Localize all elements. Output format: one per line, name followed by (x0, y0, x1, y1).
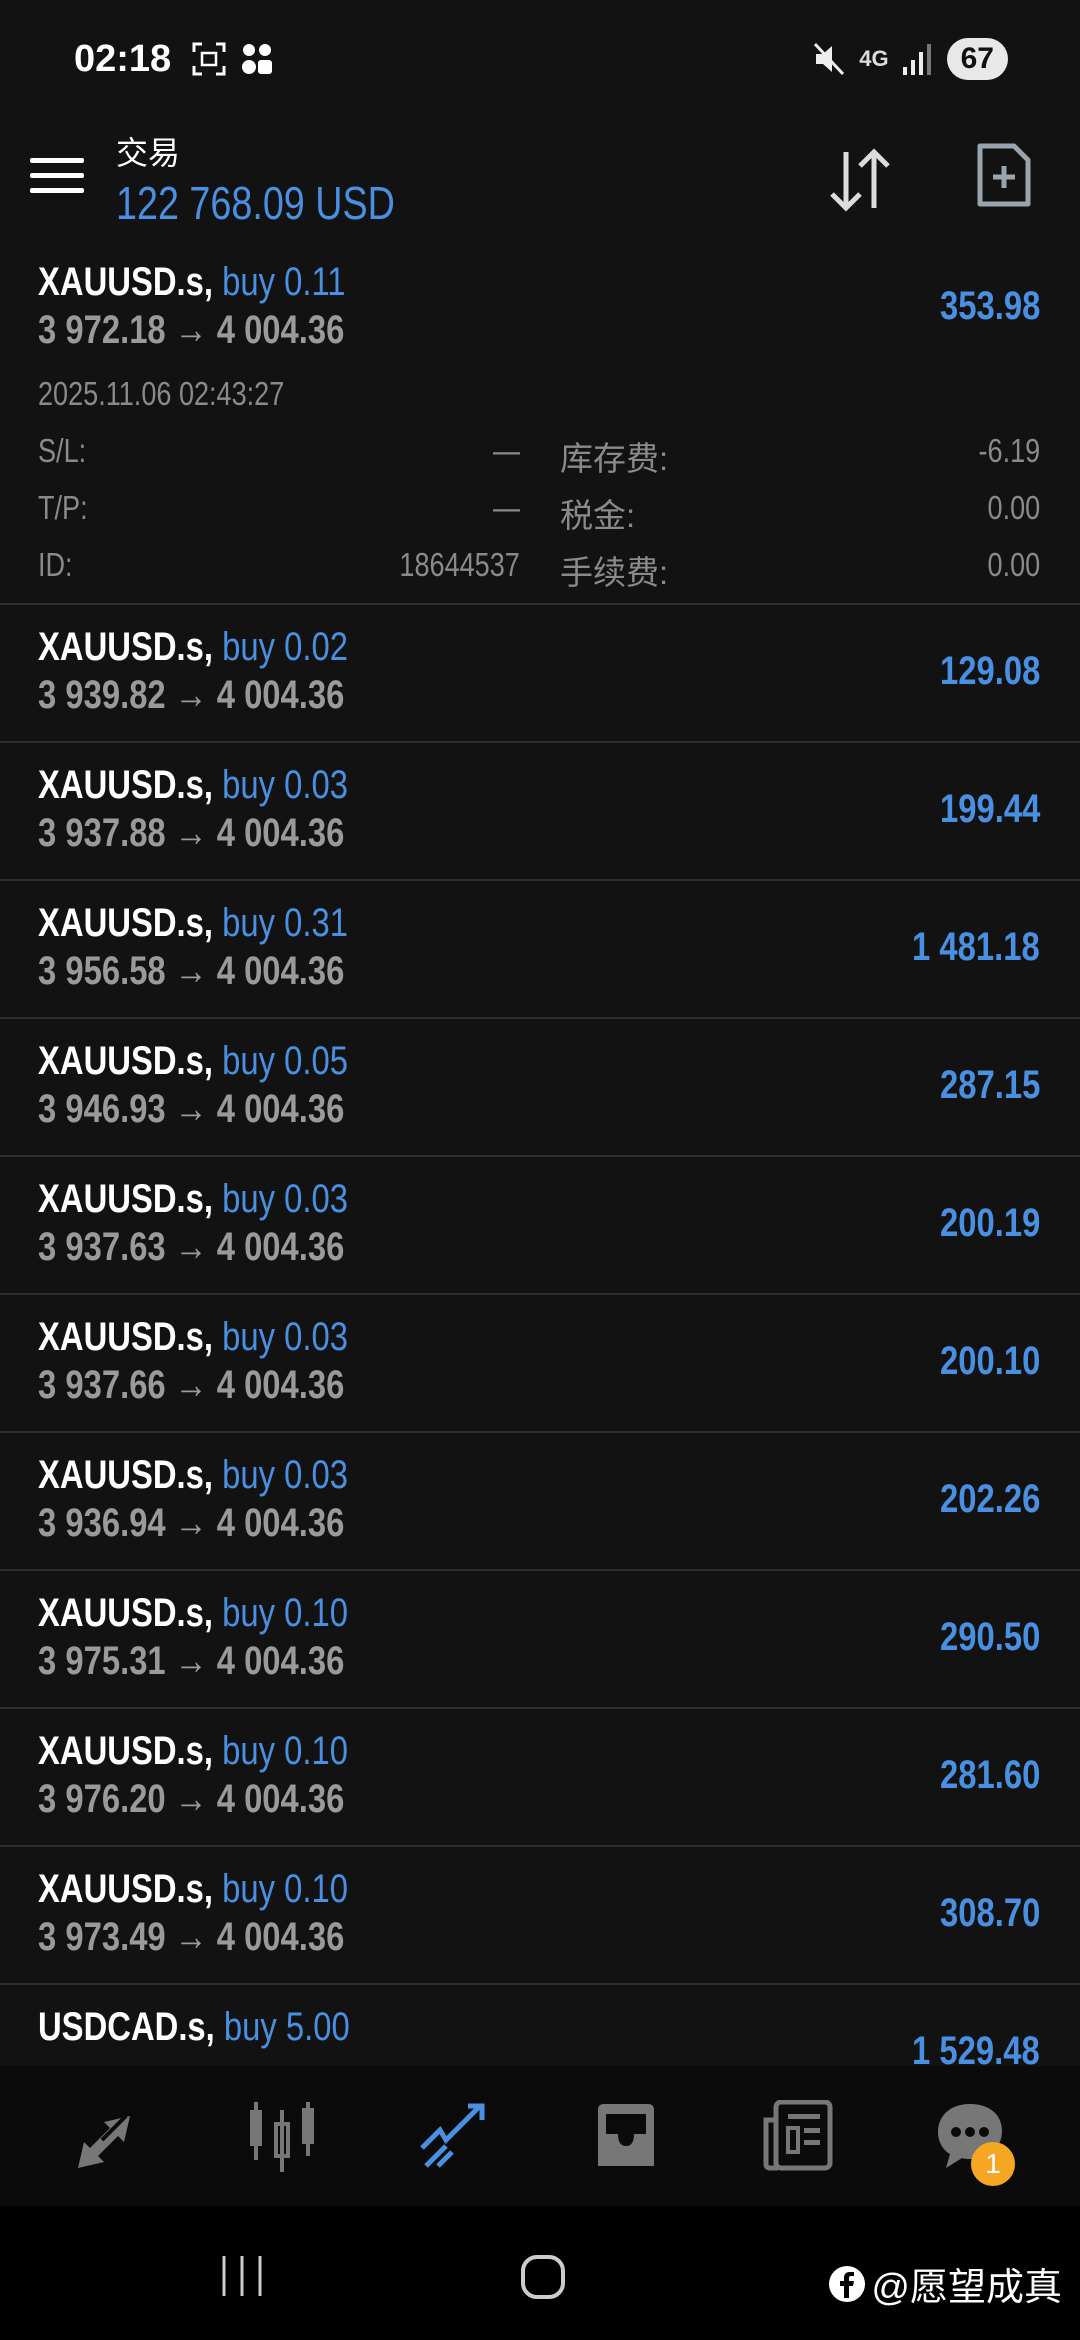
position-prices: 3 973.49 → 4 004.36 (38, 1915, 345, 1959)
profit-value: 1 481.18 (912, 925, 1040, 969)
profit-value: 199.44 (939, 787, 1040, 831)
position-row[interactable]: XAUUSD.s, buy 0.03 3 937.66 → 4 004.36 2… (0, 1295, 1080, 1433)
mute-icon (814, 42, 845, 76)
status-bar: 02:18 4G 67 (0, 0, 1080, 120)
position-symbol: XAUUSD.s, buy 0.31 (38, 901, 348, 945)
profit-value: 1 529.48 (912, 2029, 1040, 2073)
facebook-icon (829, 2265, 866, 2302)
position-symbol: XAUUSD.s, buy 0.10 (38, 1729, 348, 1773)
position-symbol: XAUUSD.s, buy 0.03 (38, 1315, 348, 1359)
position-prices: 3 936.94 → 4 004.36 (38, 1501, 345, 1545)
system-navigation: @愿望成真 (0, 2206, 1080, 2340)
profit-value: 353.98 (939, 284, 1040, 328)
chat-badge: 1 (971, 2142, 1015, 2186)
nav-news[interactable] (743, 2086, 853, 2186)
position-symbol: XAUUSD.s, buy 0.03 (38, 1177, 348, 1221)
position-row[interactable]: XAUUSD.s, buy 0.10 3 973.49 → 4 004.36 3… (0, 1847, 1080, 1985)
position-prices: 3 939.82 → 4 004.36 (38, 673, 345, 717)
position-symbol: XAUUSD.s, buy 0.02 (38, 625, 348, 669)
position-prices: 3 937.66 → 4 004.36 (38, 1363, 345, 1407)
position-row[interactable]: XAUUSD.s, buy 0.05 3 946.93 → 4 004.36 2… (0, 1019, 1080, 1157)
position-prices: 3 975.31 → 4 004.36 (38, 1639, 345, 1683)
profit-value: 129.08 (939, 649, 1040, 693)
position-row[interactable]: XAUUSD.s, buy 0.10 3 976.20 → 4 004.36 2… (0, 1709, 1080, 1847)
network-type: 4G (859, 46, 889, 71)
news-icon (763, 2100, 833, 2171)
battery-level: 67 (946, 38, 1008, 80)
position-row[interactable]: XAUUSD.s, buy 0.03 3 937.88 → 4 004.36 1… (0, 743, 1080, 881)
profit-value: 287.15 (939, 1063, 1040, 1107)
signal-icon (902, 44, 931, 75)
profit-value: 281.60 (939, 1753, 1040, 1797)
home-button[interactable] (520, 2254, 566, 2300)
page-title: 交易 (116, 135, 181, 171)
watermark: @愿望成真 (827, 2256, 1062, 2311)
nav-trade[interactable] (399, 2086, 509, 2186)
position-symbol: XAUUSD.s, buy 0.03 (38, 1453, 348, 1497)
screenshot-icon (192, 42, 226, 76)
chart-icon (250, 2102, 314, 2172)
position-symbol: USDCAD.s, buy 5.00 (38, 2005, 350, 2049)
status-time: 02:18 (74, 38, 172, 80)
position-row[interactable]: XAUUSD.s, buy 0.02 3 939.82 → 4 004.36 1… (0, 605, 1080, 743)
position-row[interactable]: XAUUSD.s, buy 0.03 3 936.94 → 4 004.36 2… (0, 1433, 1080, 1571)
app-header: 交易 122 768.09 USD (0, 120, 1080, 250)
profit-value: 308.70 (939, 1891, 1040, 1935)
nav-quotes[interactable] (55, 2086, 165, 2186)
trade-icon (420, 2103, 485, 2168)
position-symbol: XAUUSD.s, buy 0.10 (38, 1867, 348, 1911)
position-row-expanded[interactable]: XAUUSD.s, buy 0.11 3 972.18 → 4 004.36 3… (0, 250, 1080, 605)
sort-icon[interactable] (826, 146, 896, 216)
app-notification-icon (242, 44, 272, 74)
nav-chart[interactable] (227, 2086, 337, 2186)
profit-value: 202.26 (939, 1477, 1040, 1521)
account-balance: 122 768.09 USD (116, 177, 395, 229)
position-row[interactable]: XAUUSD.s, buy 0.31 3 956.58 → 4 004.36 1… (0, 881, 1080, 1019)
menu-button[interactable] (30, 158, 84, 198)
position-prices: 3 937.63 → 4 004.36 (38, 1225, 345, 1269)
position-prices: 3 937.88 → 4 004.36 (38, 811, 345, 855)
recent-apps-button[interactable] (218, 2254, 266, 2298)
position-symbol: XAUUSD.s, buy 0.05 (38, 1039, 348, 1083)
nav-history[interactable] (571, 2086, 681, 2186)
position-row[interactable]: XAUUSD.s, buy 0.03 3 937.63 → 4 004.36 2… (0, 1157, 1080, 1295)
position-symbol: XAUUSD.s, buy 0.03 (38, 763, 348, 807)
position-row[interactable]: XAUUSD.s, buy 0.10 3 975.31 → 4 004.36 2… (0, 1571, 1080, 1709)
profit-value: 200.10 (939, 1339, 1040, 1383)
history-icon (598, 2104, 654, 2166)
profit-value: 200.19 (939, 1201, 1040, 1245)
profit-value: 290.50 (939, 1615, 1040, 1659)
quotes-icon (78, 2114, 130, 2168)
position-prices: 3 946.93 → 4 004.36 (38, 1087, 345, 1131)
new-order-icon[interactable] (976, 142, 1032, 208)
bottom-navigation: 1 (0, 2066, 1080, 2206)
position-prices: 3 956.58 → 4 004.36 (38, 949, 345, 993)
position-symbol: XAUUSD.s, buy 0.10 (38, 1591, 348, 1635)
nav-chat[interactable]: 1 (915, 2086, 1025, 2186)
position-prices: 3 976.20 → 4 004.36 (38, 1777, 345, 1821)
